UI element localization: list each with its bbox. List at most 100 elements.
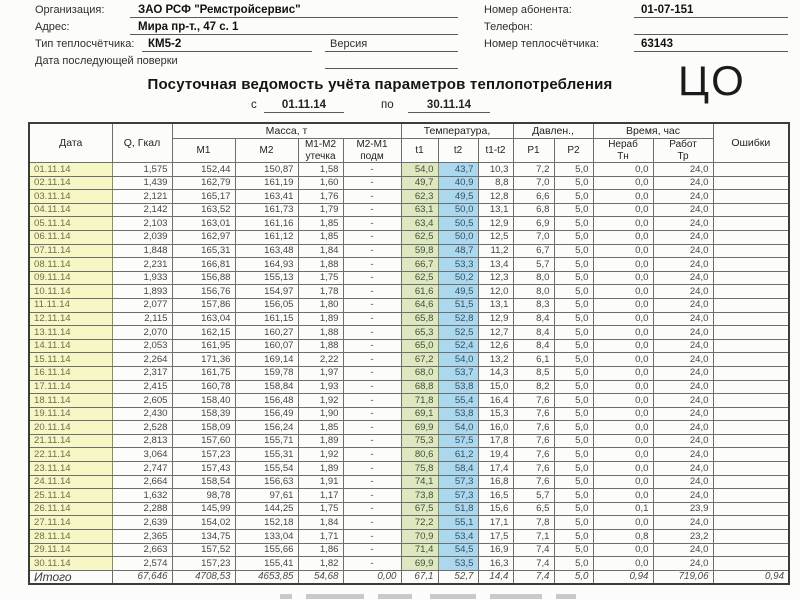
table-cell: - [342, 433, 402, 449]
table-cell: 68,0 [400, 365, 439, 381]
table-cell: 69,9 [400, 556, 439, 571]
table-cell: 164,93 [234, 257, 299, 272]
table-cell: 0,0 [592, 420, 654, 435]
table-cell [712, 202, 790, 218]
group-header-mass: Масса, т [171, 122, 402, 139]
col-header-errors: Ошибки [712, 122, 790, 163]
table-cell: 8,0 [512, 284, 555, 299]
table-cell: 8,0 [512, 270, 555, 286]
table-cell: 49,5 [437, 284, 479, 299]
table-cell: 6,7 [512, 243, 555, 259]
table-cell: 0,0 [592, 325, 654, 340]
table-cell: 2,103 [111, 216, 173, 231]
table-cell: 161,73 [234, 202, 299, 218]
table-cell: 1,91 [297, 474, 344, 490]
table-cell: 0,0 [592, 216, 654, 231]
table-cell: 161,75 [171, 365, 236, 381]
org-underline [130, 2, 458, 18]
table-cell: 40,9 [437, 175, 479, 191]
table-cell: 7,0 [512, 229, 555, 245]
table-row: 22.11.14 3,064 157,23 155,31 1,92-80,6 61,2 19… [28, 447, 790, 463]
table-row: 17.11.14 2,415 160,78 158,84 1,93-68,8 53,8 15… [28, 379, 790, 395]
table-cell: 1,848 [111, 243, 173, 259]
table-cell: 5,0 [553, 175, 594, 191]
table-cell: 157,43 [171, 461, 236, 476]
table-cell: 05.11.14 [28, 216, 113, 231]
col-header-tn: Нераб Тн [592, 138, 654, 163]
table-cell: 150,87 [234, 162, 299, 177]
table-cell: 14.11.14 [28, 338, 113, 354]
table-cell: 5,0 [553, 162, 594, 177]
table-cell: 10,3 [477, 162, 514, 177]
table-cell: 2,664 [111, 474, 173, 490]
table-cell: - [342, 297, 402, 313]
table-cell: 12,0 [477, 284, 514, 299]
table-cell: 24,0 [652, 393, 714, 408]
table-cell: - [342, 270, 402, 286]
table-cell: 1,75 [297, 270, 344, 286]
table-cell: 02.11.14 [28, 175, 113, 191]
table-cell [712, 556, 790, 571]
org-value: ЗАО РСФ "Ремстройсервис" [138, 4, 301, 16]
table-cell: 29.11.14 [28, 542, 113, 558]
group-header-pressure: Давлен., [512, 122, 594, 139]
table-cell: 5,0 [553, 338, 594, 354]
table-cell: 157,52 [171, 542, 236, 558]
table-cell: 03.11.14 [28, 189, 113, 204]
table-cell: 67,646 [111, 569, 173, 585]
table-cell: - [342, 529, 402, 544]
table-cell: 0,0 [592, 243, 654, 259]
table-cell: - [342, 447, 402, 463]
table-cell: 17,4 [477, 461, 514, 476]
table-cell: 2,365 [111, 529, 173, 544]
table-cell: 53,8 [437, 406, 479, 422]
table-cell: 165,17 [171, 189, 236, 204]
table-cell: 51,5 [437, 297, 479, 313]
table-cell: 1,85 [297, 420, 344, 435]
table-cell: 5,0 [553, 515, 594, 531]
table-cell: 156,63 [234, 474, 299, 490]
table-cell: 13,2 [477, 352, 514, 367]
table-cell: 1,82 [297, 556, 344, 571]
table-cell: Итого [28, 569, 113, 585]
table-cell: 163,52 [171, 202, 236, 218]
table-cell: 19,4 [477, 447, 514, 463]
table-cell: 134,75 [171, 529, 236, 544]
table-cell: 155,41 [234, 556, 299, 571]
table-cell: 163,04 [171, 311, 236, 327]
col-header-tr: Работ Тр [652, 138, 714, 163]
table-cell: 1,78 [297, 284, 344, 299]
table-cell: 1,88 [297, 325, 344, 340]
table-row: 04.11.14 2,142 163,52 161,73 1,79-63,1 50,0 13… [28, 202, 790, 218]
table-cell: 6,5 [512, 501, 555, 517]
table-cell: 1,60 [297, 175, 344, 191]
table-cell: 1,439 [111, 175, 173, 191]
table-cell: 15,0 [477, 379, 514, 395]
table-cell: 1,71 [297, 529, 344, 544]
table-cell: - [342, 175, 402, 191]
table-cell: 163,48 [234, 243, 299, 259]
table-cell: 0,0 [592, 229, 654, 245]
table-cell: 155,66 [234, 542, 299, 558]
table-cell: - [342, 515, 402, 531]
table-cell [712, 338, 790, 354]
table-cell: 0,0 [592, 447, 654, 463]
table-row: 01.11.14 1,575 152,44 150,87 1,58-54,0 43,7 10… [28, 162, 790, 177]
table-cell: 155,13 [234, 270, 299, 286]
table-cell: 0,0 [592, 338, 654, 354]
org-label: Организация: [35, 4, 105, 16]
table-cell: 2,288 [111, 501, 173, 517]
table-cell: 5,0 [553, 229, 594, 245]
table-cell: 8,5 [512, 365, 555, 381]
table-cell: - [342, 311, 402, 327]
table-cell: 0,0 [592, 379, 654, 395]
table-cell: 65,0 [400, 338, 439, 354]
table-cell: 0,0 [592, 515, 654, 531]
table-cell: 55,4 [437, 393, 479, 408]
table-cell [712, 189, 790, 204]
table-cell: 155,71 [234, 433, 299, 449]
table-cell: - [342, 338, 402, 354]
table-cell: 12,8 [477, 189, 514, 204]
table-cell: - [342, 406, 402, 422]
